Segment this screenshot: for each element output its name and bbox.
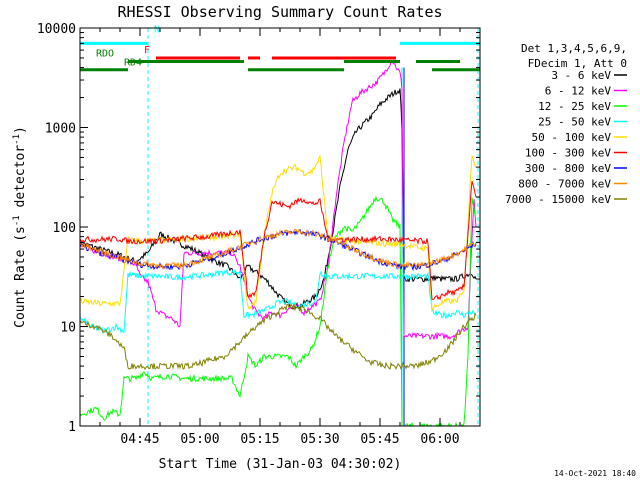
y-tick-label-3: 1000 (45, 122, 76, 137)
legend-label-1: 6 - 12 keV (545, 85, 612, 98)
annotation-rdo: RDO (96, 48, 114, 59)
y-label-end: ) (13, 126, 28, 134)
legend: Det 1,3,4,5,6,9, FDecim 1, Att 03 - 6 keV… (505, 42, 627, 206)
x-axis-label: Start Time (31-Jan-03 04:30:02) (159, 457, 402, 472)
x-tick-label-2: 05:15 (240, 432, 279, 447)
plot-lines: NF RDO RD4 (79, 25, 480, 428)
x-tick-label-1: 05:00 (180, 432, 219, 447)
series-line-5 (79, 181, 477, 301)
legend-label-5: 100 - 300 keV (525, 147, 611, 160)
x-tick-label-4: 05:45 (360, 432, 399, 447)
legend-label-0: 3 - 6 keV (551, 69, 611, 82)
legend-label-7: 800 - 7000 keV (518, 178, 611, 191)
series-line-2 (79, 195, 477, 428)
legend-label-4: 50 - 100 keV (532, 131, 612, 144)
y-label-suffix: detector (13, 145, 28, 216)
legend-header-1: FDecim 1, Att 0 (528, 57, 627, 70)
legend-label-3: 25 - 50 keV (538, 116, 611, 129)
legend-label-6: 300 - 800 keV (525, 162, 611, 175)
y-label-sup: -1 (12, 215, 22, 226)
series-line-6 (79, 228, 477, 272)
y-label-prefix: Count Rate (s (13, 226, 28, 328)
axis-ticks: 04:45 05:00 05:15 05:30 05:45 06:00 1 10 100 1000… (37, 22, 481, 447)
x-tick-label-0: 04:45 (120, 432, 159, 447)
legend-label-8: 7000 - 15000 keV (505, 193, 611, 206)
series-line-7 (79, 228, 477, 270)
annotation-rd4: RD4 (124, 57, 142, 68)
y-tick-label-4: 10000 (37, 22, 76, 37)
chart-title: RHESSI Observing Summary Count Rates (117, 3, 442, 21)
series-line-3 (79, 268, 477, 335)
y-axis-label: Count Rate (s-1 detector-1) (12, 126, 28, 328)
series-line-4 (79, 155, 477, 312)
annotation-f: F (144, 45, 150, 56)
legend-label-2: 12 - 25 keV (538, 100, 611, 113)
legend-header-0: Det 1,3,4,5,6,9, (521, 42, 627, 55)
x-tick-label-3: 05:30 (300, 432, 339, 447)
annotation-n: N (154, 25, 160, 36)
y-tick-label-1: 10 (60, 321, 76, 336)
y-tick-label-0: 1 (68, 420, 76, 435)
y-label-sup-2: -1 (12, 134, 22, 145)
y-tick-label-2: 100 (53, 221, 76, 236)
x-tick-label-5: 06:00 (420, 432, 459, 447)
timestamp: 14-Oct-2021 18:40 (554, 469, 636, 478)
series-line-8 (79, 303, 477, 371)
